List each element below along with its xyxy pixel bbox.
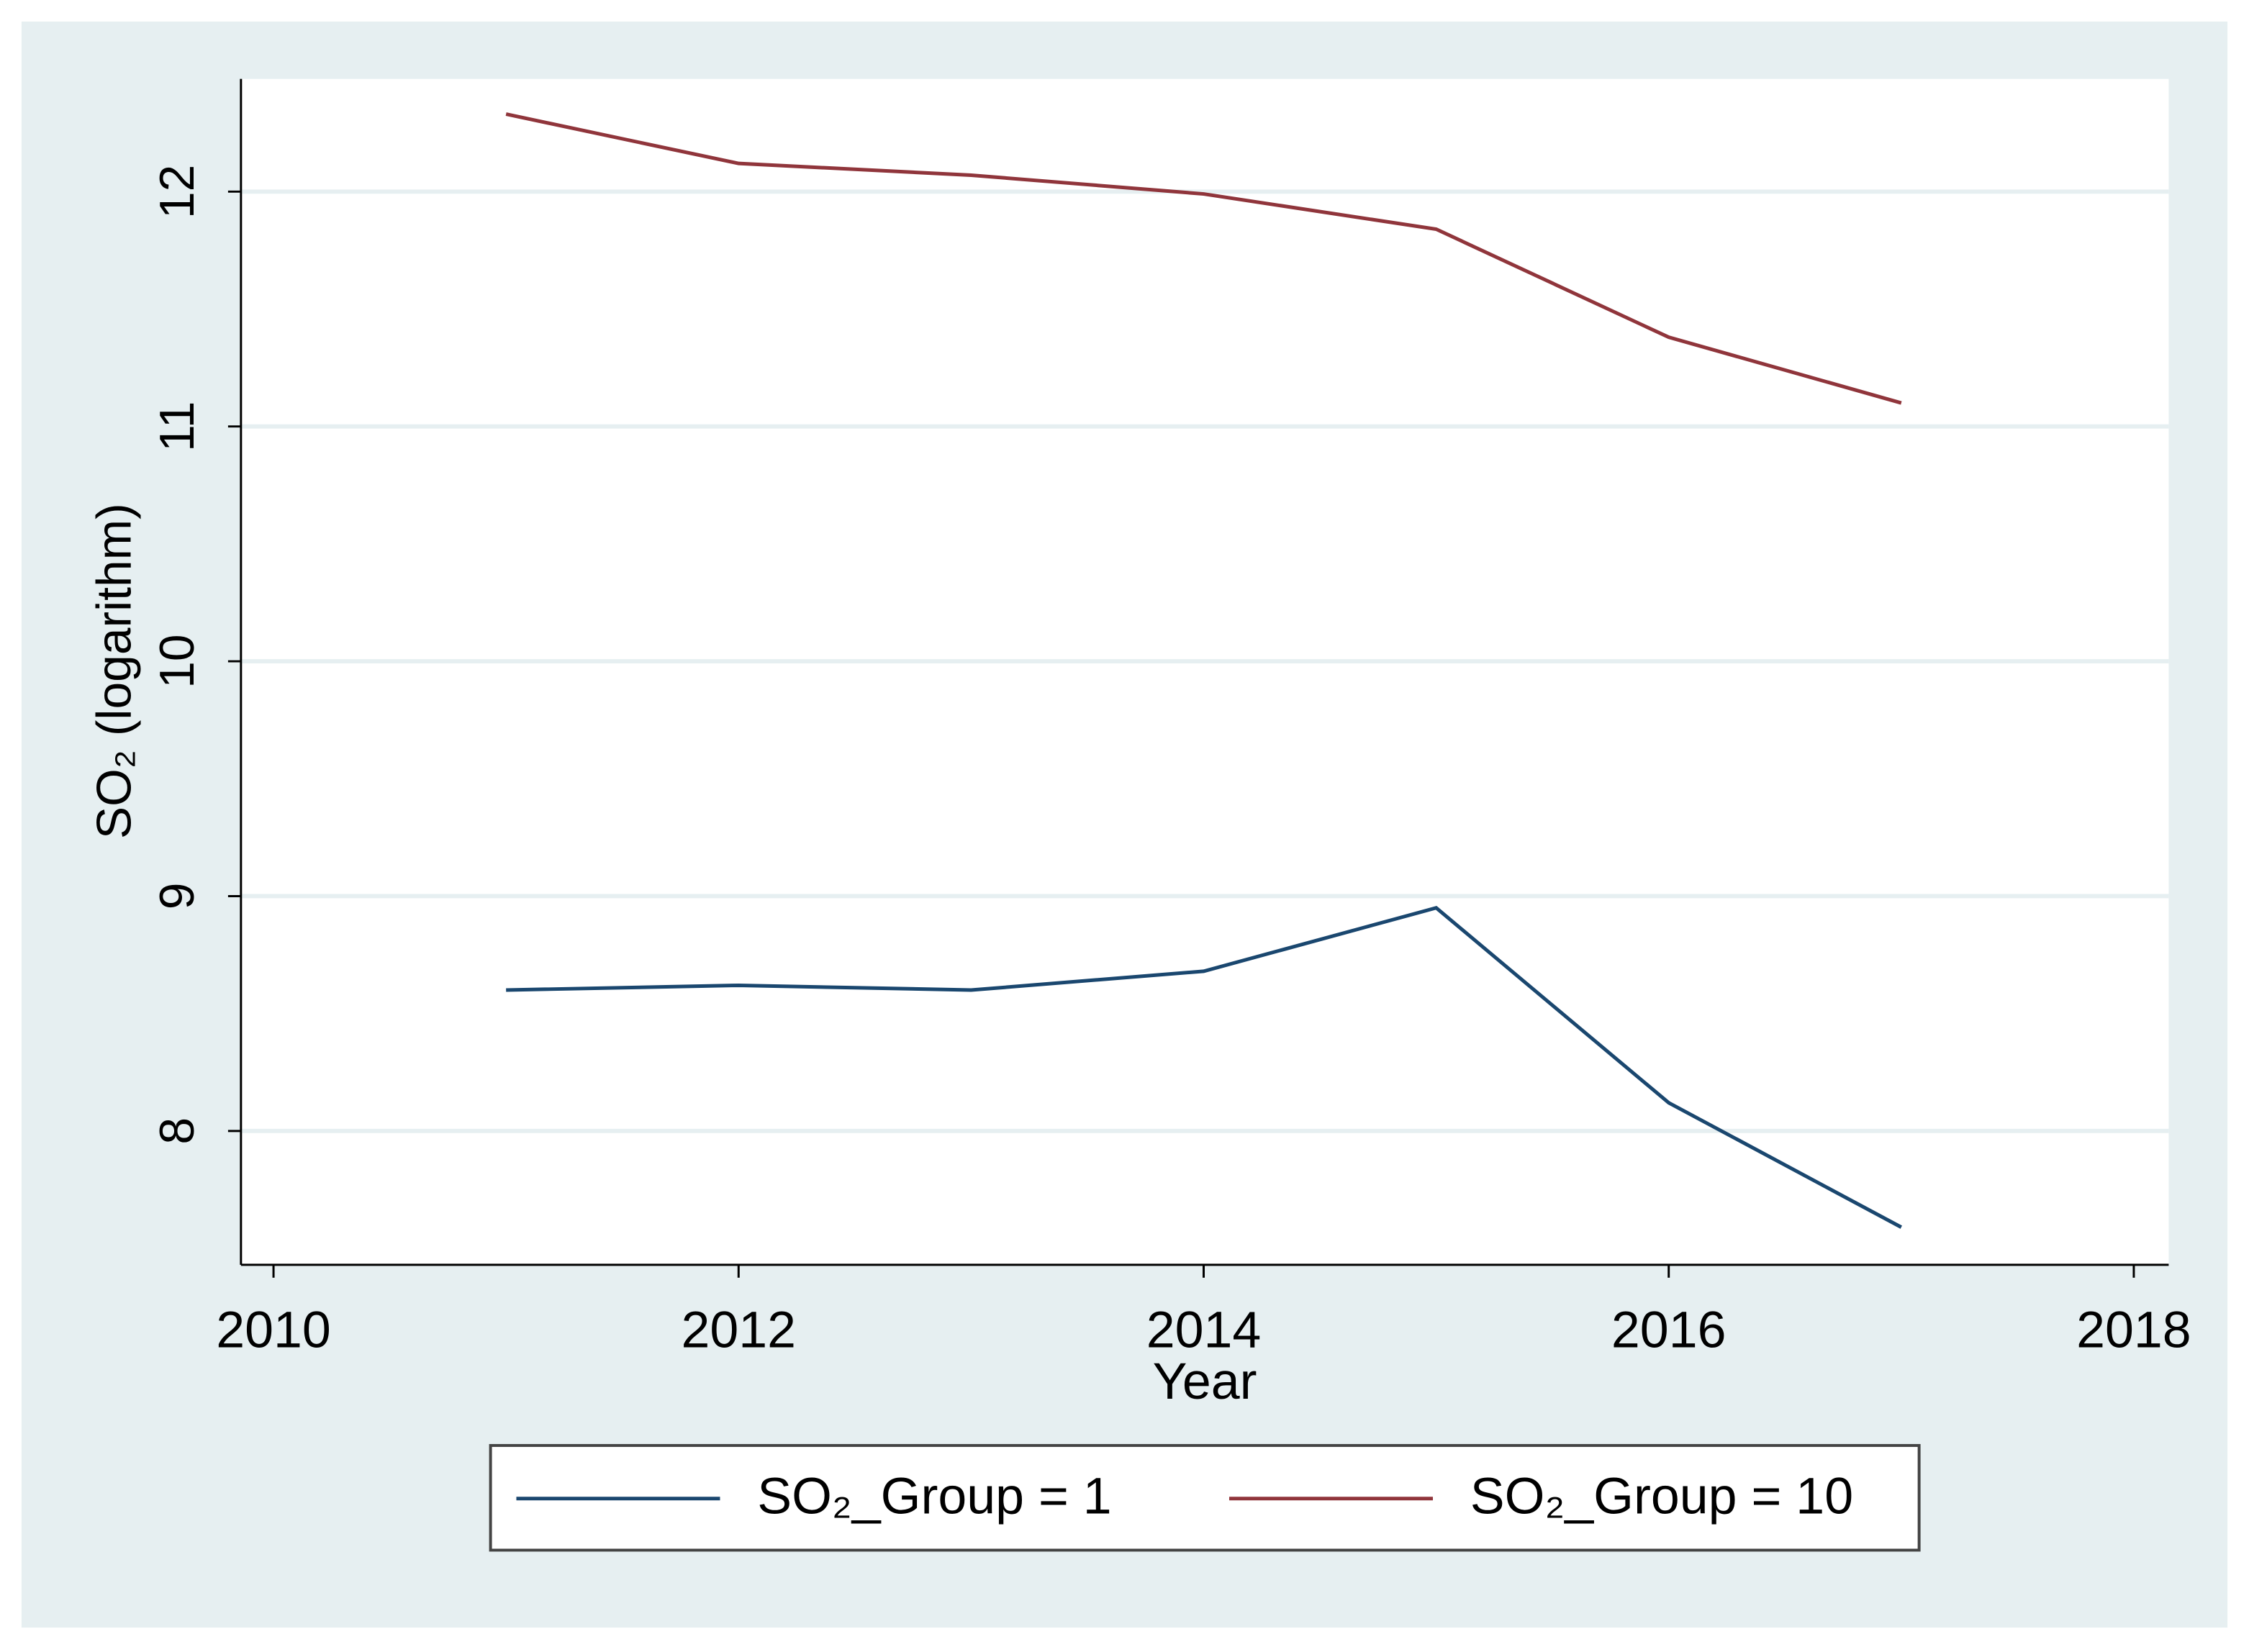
legend-label: SO₂_Group = 10: [1470, 1468, 1853, 1525]
x-tick-label: 2014: [1146, 1301, 1262, 1358]
y-tick-label: 12: [150, 165, 204, 219]
series-line: [506, 906, 1902, 1229]
x-tick-label: 2016: [1611, 1301, 1727, 1358]
y-axis-title: SO₂ (logarithm): [87, 503, 141, 839]
x-axis-title: Year: [1153, 1353, 1257, 1410]
lines: [505, 112, 1902, 1229]
y-tick-label: 9: [150, 883, 204, 910]
legend-entries: SO₂_Group = 1 SO₂_Group = 10: [516, 1468, 1853, 1525]
grid: [240, 189, 2169, 1133]
plot-area: [240, 78, 2169, 1265]
legend-label: SO₂_Group = 1: [757, 1468, 1111, 1525]
x-tick-label: 2018: [2076, 1301, 2191, 1358]
x-tick-label: 2012: [681, 1301, 796, 1358]
axes: 8 9 10 11 12 2010 2012 2014 2016 2018: [150, 165, 2191, 1359]
y-tick-label: 11: [150, 401, 204, 452]
x-tick-label: 2010: [216, 1301, 331, 1358]
y-tick-label: 8: [150, 1117, 204, 1145]
y-tick-label: 10: [150, 634, 204, 688]
series-line: [505, 112, 1902, 405]
legend: [489, 1443, 1921, 1552]
